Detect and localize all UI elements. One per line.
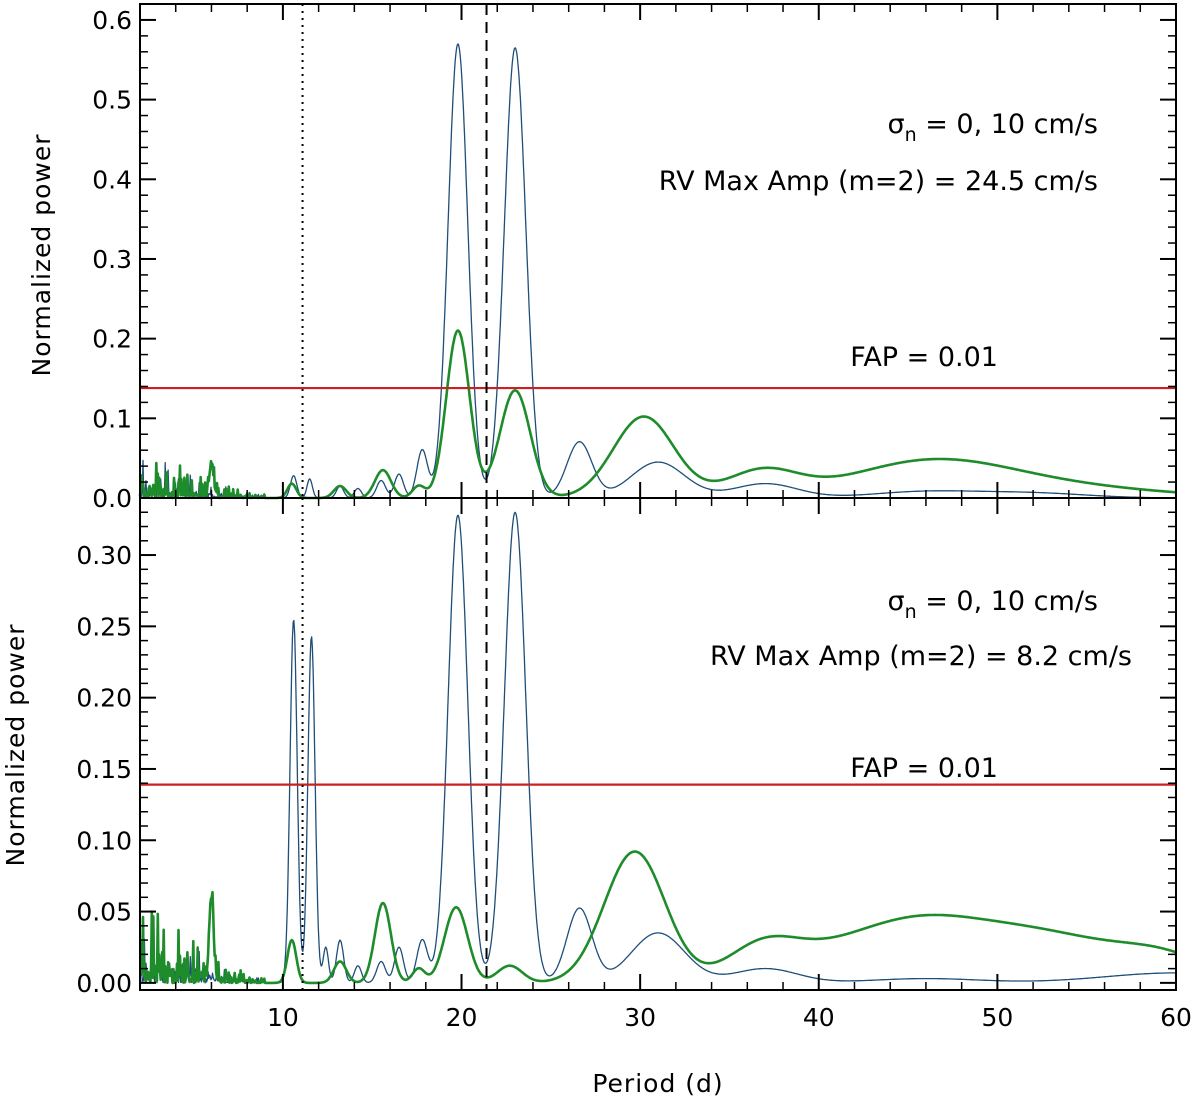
- bottom-annotation-amplitude: RV Max Amp (m=2) = 8.2 cm/s: [710, 641, 1132, 672]
- bottom-y-tick-label: 0.05: [76, 898, 132, 927]
- bottom-y-tick-label: 0.00: [76, 969, 132, 998]
- x-tick-label: 60: [1160, 1003, 1192, 1032]
- x-tick-label: 10: [267, 1003, 299, 1032]
- bottom-y-tick-label: 0.20: [76, 684, 132, 713]
- top-y-tick-label: 0.1: [92, 404, 132, 433]
- bottom-x-ticks: 10 20 30 40 50 60: [139, 498, 1192, 1032]
- top-y-tick-label: 0.0: [92, 484, 132, 513]
- top-y-tick-label: 0.3: [92, 245, 132, 274]
- top-y-ticks: 0.0 0.1 0.2 0.3 0.4 0.5 0.6: [92, 3, 1176, 513]
- x-tick-label: 40: [803, 1003, 835, 1032]
- bottom-fap-label: FAP = 0.01: [850, 753, 998, 784]
- bottom-y-axis-label: Normalized power: [1, 624, 30, 867]
- bottom-plot-frame: [139, 497, 1177, 991]
- top-y-tick-label: 0.4: [92, 165, 132, 194]
- x-tick-label: 50: [981, 1003, 1013, 1032]
- top-fap-label: FAP = 0.01: [850, 342, 998, 373]
- x-tick-label: 30: [624, 1003, 656, 1032]
- top-x-ticks: [139, 4, 1177, 498]
- bottom-y-tick-label: 0.15: [76, 755, 132, 784]
- bottom-y-ticks: 0.00 0.05 0.10 0.15 0.20 0.25 0.30: [76, 497, 1176, 998]
- bottom-y-tick-label: 0.10: [76, 826, 132, 855]
- bottom-y-tick-label: 0.25: [76, 612, 132, 641]
- x-tick-label: 20: [446, 1003, 478, 1032]
- top-y-tick-label: 0.2: [92, 325, 132, 354]
- top-annotation-sigma: σn = 0, 10 cm/s: [887, 109, 1098, 146]
- bottom-series-sigma10-line: [139, 850, 1177, 985]
- bottom-annotation-sigma: σn = 0, 10 cm/s: [887, 586, 1098, 623]
- top-vlines: [301, 4, 488, 498]
- top-y-tick-label: 0.6: [92, 6, 132, 35]
- bottom-curves: [139, 511, 1177, 985]
- top-annotation-amplitude: RV Max Amp (m=2) = 24.5 cm/s: [659, 166, 1098, 197]
- top-series-sigma0-line: [139, 43, 1176, 499]
- top-y-axis-label: Normalized power: [27, 134, 56, 377]
- top-series-sigma10-line: [138, 329, 1177, 500]
- bottom-vlines: [301, 498, 488, 990]
- bottom-y-tick-label: 0.30: [76, 541, 132, 570]
- x-axis-label: Period (d): [592, 1069, 723, 1098]
- bottom-panel: 0.00 0.05 0.10 0.15 0.20 0.25 0.30 10 20 30 40 50 6…: [1, 497, 1192, 1032]
- bottom-series-sigma0-line: [139, 511, 1176, 984]
- top-panel: 0.0 0.1 0.2 0.3 0.4 0.5 0.6 σn = 0, 10 cm/s RV…: [27, 3, 1177, 513]
- top-y-tick-label: 0.5: [92, 86, 132, 115]
